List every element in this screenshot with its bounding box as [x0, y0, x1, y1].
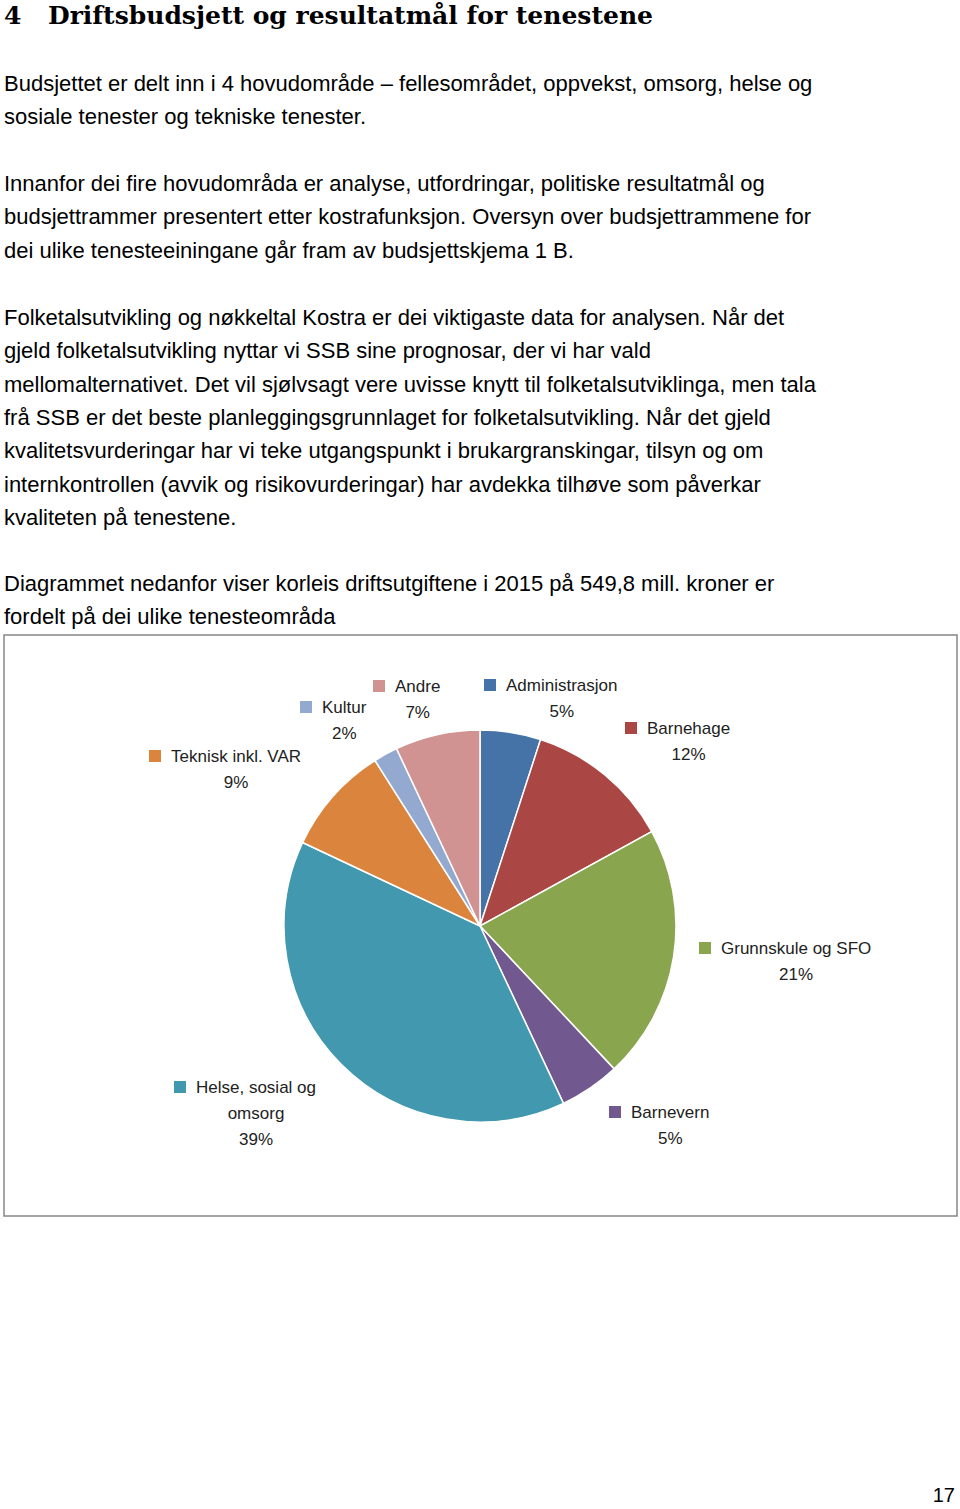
- paragraph-line: gjeld folketalsutvikling nyttar vi SSB s…: [4, 338, 651, 363]
- label-category: Barnevern: [631, 1103, 709, 1122]
- paragraph-line: budsjettrammer presentert etter kostrafu…: [4, 204, 811, 229]
- data-label: Kultur 2%: [300, 698, 367, 743]
- paragraph-line: fordelt på dei ulike tenesteområda: [4, 604, 336, 629]
- data-label: Grunnskule og SFO 21%: [699, 939, 871, 984]
- label-swatch: [373, 680, 385, 692]
- label-category: Helse, sosial og: [196, 1078, 316, 1097]
- chart-frame: [4, 635, 957, 1216]
- page: 4 Driftsbudsjett og resultatmål for tenes…: [0, 0, 960, 1509]
- label-category: Kultur: [322, 698, 367, 717]
- data-label: Teknisk inkl. VAR 9%: [149, 747, 301, 792]
- label-swatch: [625, 722, 637, 734]
- paragraph-line: internkontrollen (avvik og risikovurderi…: [4, 472, 761, 497]
- label-value: 9%: [224, 773, 249, 792]
- pie-slice: [397, 730, 480, 926]
- page-number: 17: [933, 1484, 955, 1506]
- paragraph-line: dei ulike tenesteeiningane går fram av b…: [4, 238, 574, 263]
- paragraph-line: Innanfor dei fire hovudområda er analyse…: [4, 171, 765, 196]
- pie: [284, 730, 676, 1122]
- label-value: 5%: [549, 702, 574, 721]
- label-value: 2%: [332, 724, 357, 743]
- paragraph-line: mellomalternativet. Det vil sjølvsagt ve…: [4, 372, 817, 397]
- label-swatch: [484, 679, 496, 691]
- paragraph-line: Diagrammet nedanfor viser korleis drifts…: [4, 571, 774, 596]
- heading-title: Driftsbudsjett og resultatmål for tenest…: [48, 1, 653, 30]
- label-swatch: [149, 750, 161, 762]
- label-category: Administrasjon: [506, 676, 618, 695]
- label-swatch: [609, 1106, 621, 1118]
- label-category: Andre: [395, 677, 440, 696]
- paragraph-line: frå SSB er det beste planleggingsgrunnla…: [4, 405, 771, 430]
- label-value: 12%: [672, 745, 706, 764]
- label-swatch: [699, 942, 711, 954]
- data-label: Barnevern 5%: [609, 1103, 709, 1148]
- paragraph-line: Folketalsutvikling og nøkkeltal Kostra e…: [4, 305, 784, 330]
- label-category: omsorg: [228, 1104, 285, 1123]
- label-swatch: [174, 1081, 186, 1093]
- label-category: Teknisk inkl. VAR: [171, 747, 301, 766]
- data-label: Andre 7%: [373, 677, 440, 722]
- paragraph-line: kvaliteten på tenestene.: [4, 505, 236, 530]
- label-value: 5%: [658, 1129, 683, 1148]
- data-label: Administrasjon 5%: [484, 676, 618, 721]
- label-category: Barnehage: [647, 719, 730, 738]
- paragraph-line: kvalitetsvurderingar har vi teke utgangs…: [4, 438, 763, 463]
- label-swatch: [300, 701, 312, 713]
- paragraph-line: sosiale tenester og tekniske tenester.: [4, 104, 366, 129]
- data-label: Barnehage 12%: [625, 719, 730, 764]
- paragraph-line: Budsjettet er delt inn i 4 hovudområde –…: [4, 71, 812, 96]
- heading-number: 4: [4, 1, 21, 30]
- label-category: Grunnskule og SFO: [721, 939, 871, 958]
- label-value: 7%: [405, 703, 430, 722]
- label-value: 39%: [239, 1130, 273, 1149]
- label-value: 21%: [779, 965, 813, 984]
- data-label: Helse, sosial og omsorg 39%: [174, 1078, 316, 1149]
